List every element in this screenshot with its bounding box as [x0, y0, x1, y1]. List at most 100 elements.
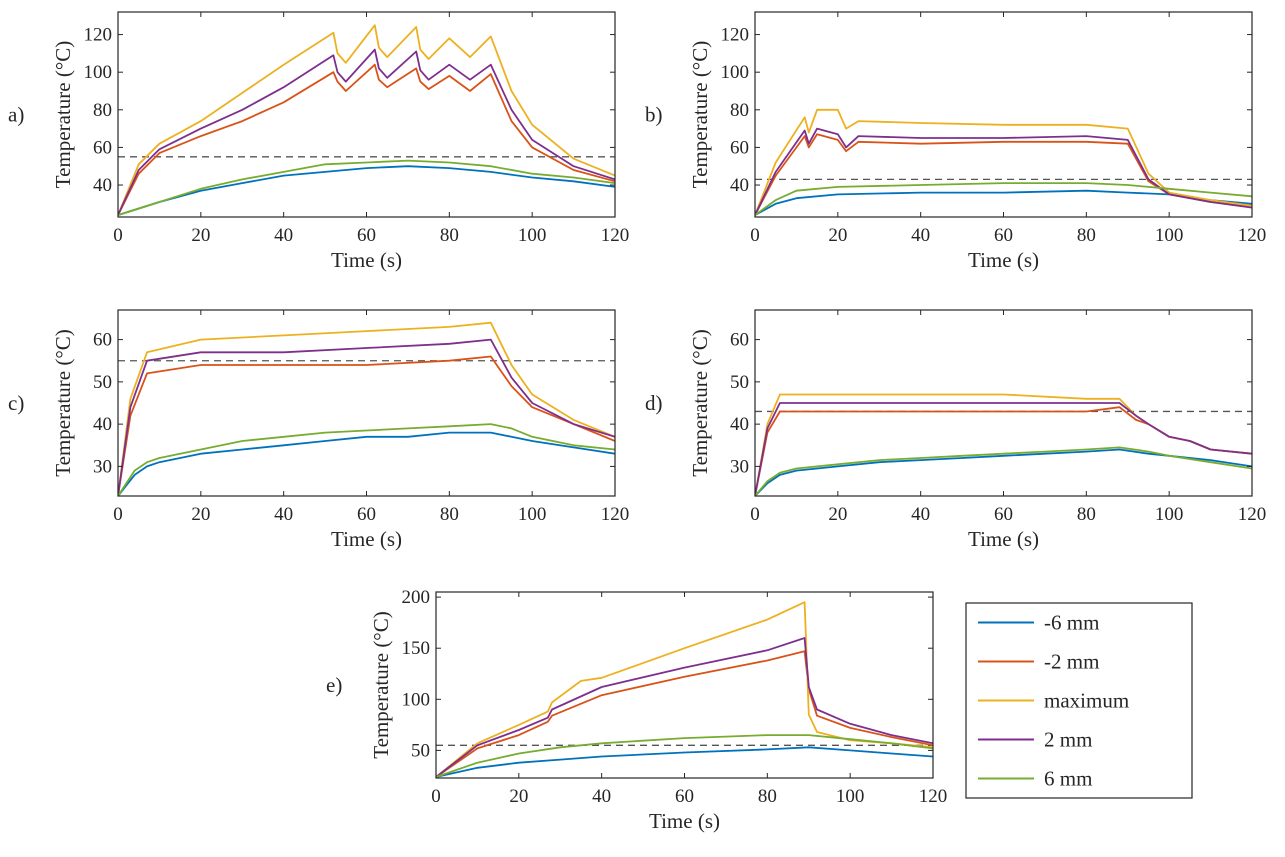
panel-label: d): [645, 391, 663, 415]
y-tick-label: 40: [730, 175, 749, 196]
series-group: [755, 108, 1252, 216]
series-line-neg6mm: [755, 448, 1252, 496]
y-tick-label: 120: [721, 25, 750, 46]
series-line-6mm: [755, 446, 1252, 496]
y-tick-label: 50: [730, 372, 749, 393]
x-tick-label: 0: [431, 786, 441, 807]
legend-label: 2 mm: [1044, 728, 1092, 752]
y-tick-label: 80: [730, 100, 749, 121]
series-line-2mm: [755, 402, 1252, 496]
x-tick-label: 20: [509, 786, 528, 807]
x-tick-label: 60: [675, 786, 694, 807]
x-tick-label: 20: [828, 225, 847, 246]
series-line-maximum: [755, 393, 1252, 496]
y-axis-label: Temperature (°C): [369, 611, 393, 758]
x-tick-label: 0: [113, 504, 123, 525]
x-tick-label: 60: [994, 225, 1013, 246]
y-tick-label: 100: [84, 62, 113, 83]
y-tick-label: 50: [93, 372, 112, 393]
panel-label: e): [326, 673, 342, 697]
x-tick-label: 0: [750, 225, 760, 246]
x-tick-label: 0: [750, 504, 760, 525]
panel-label: c): [8, 391, 24, 415]
legend-label: maximum: [1044, 689, 1129, 713]
panel-e: 0 20 40 60 80 100 120 50 100 150 200 Time (s) Temper…: [326, 587, 947, 833]
series-line-neg6mm: [118, 165, 615, 216]
x-tick-label: 100: [1155, 225, 1184, 246]
x-tick-label: 100: [518, 504, 547, 525]
axes-box: [117, 309, 616, 497]
x-tick-label: 20: [191, 504, 210, 525]
y-axis-label: Temperature (°C): [688, 329, 712, 476]
x-tick-label: 60: [357, 504, 376, 525]
axes-box: [754, 11, 1253, 218]
x-tick-label: 120: [1238, 225, 1267, 246]
y-axis-label: Temperature (°C): [51, 41, 75, 188]
x-tick-label: 40: [274, 225, 293, 246]
y-tick-label: 30: [730, 456, 749, 477]
x-tick-label: 20: [191, 225, 210, 246]
series-line-neg2mm: [118, 355, 615, 496]
x-tick-label: 0: [113, 225, 123, 246]
x-tick-label: 80: [1077, 225, 1096, 246]
y-tick-label: 60: [730, 137, 749, 158]
panel-b: 0 20 40 60 80 100 120 40 60 80 100 120 Time (s) Tempe…: [645, 11, 1267, 272]
y-tick-label: 120: [84, 25, 113, 46]
x-tick-label: 100: [518, 225, 547, 246]
legend: -6 mm -2 mm maximum 2 mm 6 mm: [965, 602, 1193, 799]
x-tick-label: 100: [1155, 504, 1184, 525]
panel-a: 0 20 40 60 80 100 120 40 60 80 100 120 Time (s) Tempe…: [8, 11, 630, 272]
y-tick-label: 40: [93, 175, 112, 196]
x-tick-label: 40: [911, 504, 930, 525]
axes-box: [435, 591, 934, 779]
series-line-2mm: [118, 48, 615, 216]
x-tick-label: 40: [911, 225, 930, 246]
y-axis-label: Temperature (°C): [688, 41, 712, 188]
x-tick-label: 80: [758, 786, 777, 807]
series-line-6mm: [118, 423, 615, 496]
series-line-neg2mm: [118, 63, 615, 216]
y-tick-label: 150: [402, 638, 431, 659]
x-tick-label: 80: [440, 225, 459, 246]
series-group: [118, 321, 615, 496]
x-axis-label: Time (s): [331, 248, 402, 272]
y-tick-label: 50: [411, 740, 430, 761]
series-group: [755, 393, 1252, 496]
x-tick-label: 120: [919, 786, 948, 807]
y-tick-label: 100: [721, 62, 750, 83]
legend-label: 6 mm: [1044, 767, 1092, 791]
y-tick-label: 60: [93, 137, 112, 158]
y-tick-label: 40: [730, 414, 749, 435]
series-line-neg2mm: [436, 650, 933, 778]
x-tick-label: 40: [274, 504, 293, 525]
axes-box: [117, 11, 616, 218]
legend-label: -2 mm: [1044, 650, 1099, 674]
x-tick-label: 100: [836, 786, 865, 807]
x-tick-label: 80: [1077, 504, 1096, 525]
x-tick-label: 60: [994, 504, 1013, 525]
series-line-2mm: [755, 127, 1252, 216]
panel-label: a): [8, 103, 24, 127]
series-line-maximum: [118, 321, 615, 496]
series-group: [118, 24, 615, 216]
x-tick-label: 120: [601, 225, 630, 246]
series-group: [436, 601, 933, 778]
x-axis-label: Time (s): [649, 809, 720, 833]
panel-label: b): [645, 103, 663, 127]
x-tick-label: 120: [1238, 504, 1267, 525]
legend-label: -6 mm: [1044, 611, 1099, 635]
y-tick-label: 60: [93, 330, 112, 351]
x-tick-label: 60: [357, 225, 376, 246]
y-tick-label: 60: [730, 330, 749, 351]
y-tick-label: 200: [402, 587, 431, 608]
x-tick-label: 80: [440, 504, 459, 525]
series-line-2mm: [118, 338, 615, 496]
series-line-6mm: [436, 734, 933, 778]
series-line-neg6mm: [436, 746, 933, 778]
series-line-maximum: [755, 108, 1252, 216]
y-tick-label: 40: [93, 414, 112, 435]
x-axis-label: Time (s): [968, 248, 1039, 272]
